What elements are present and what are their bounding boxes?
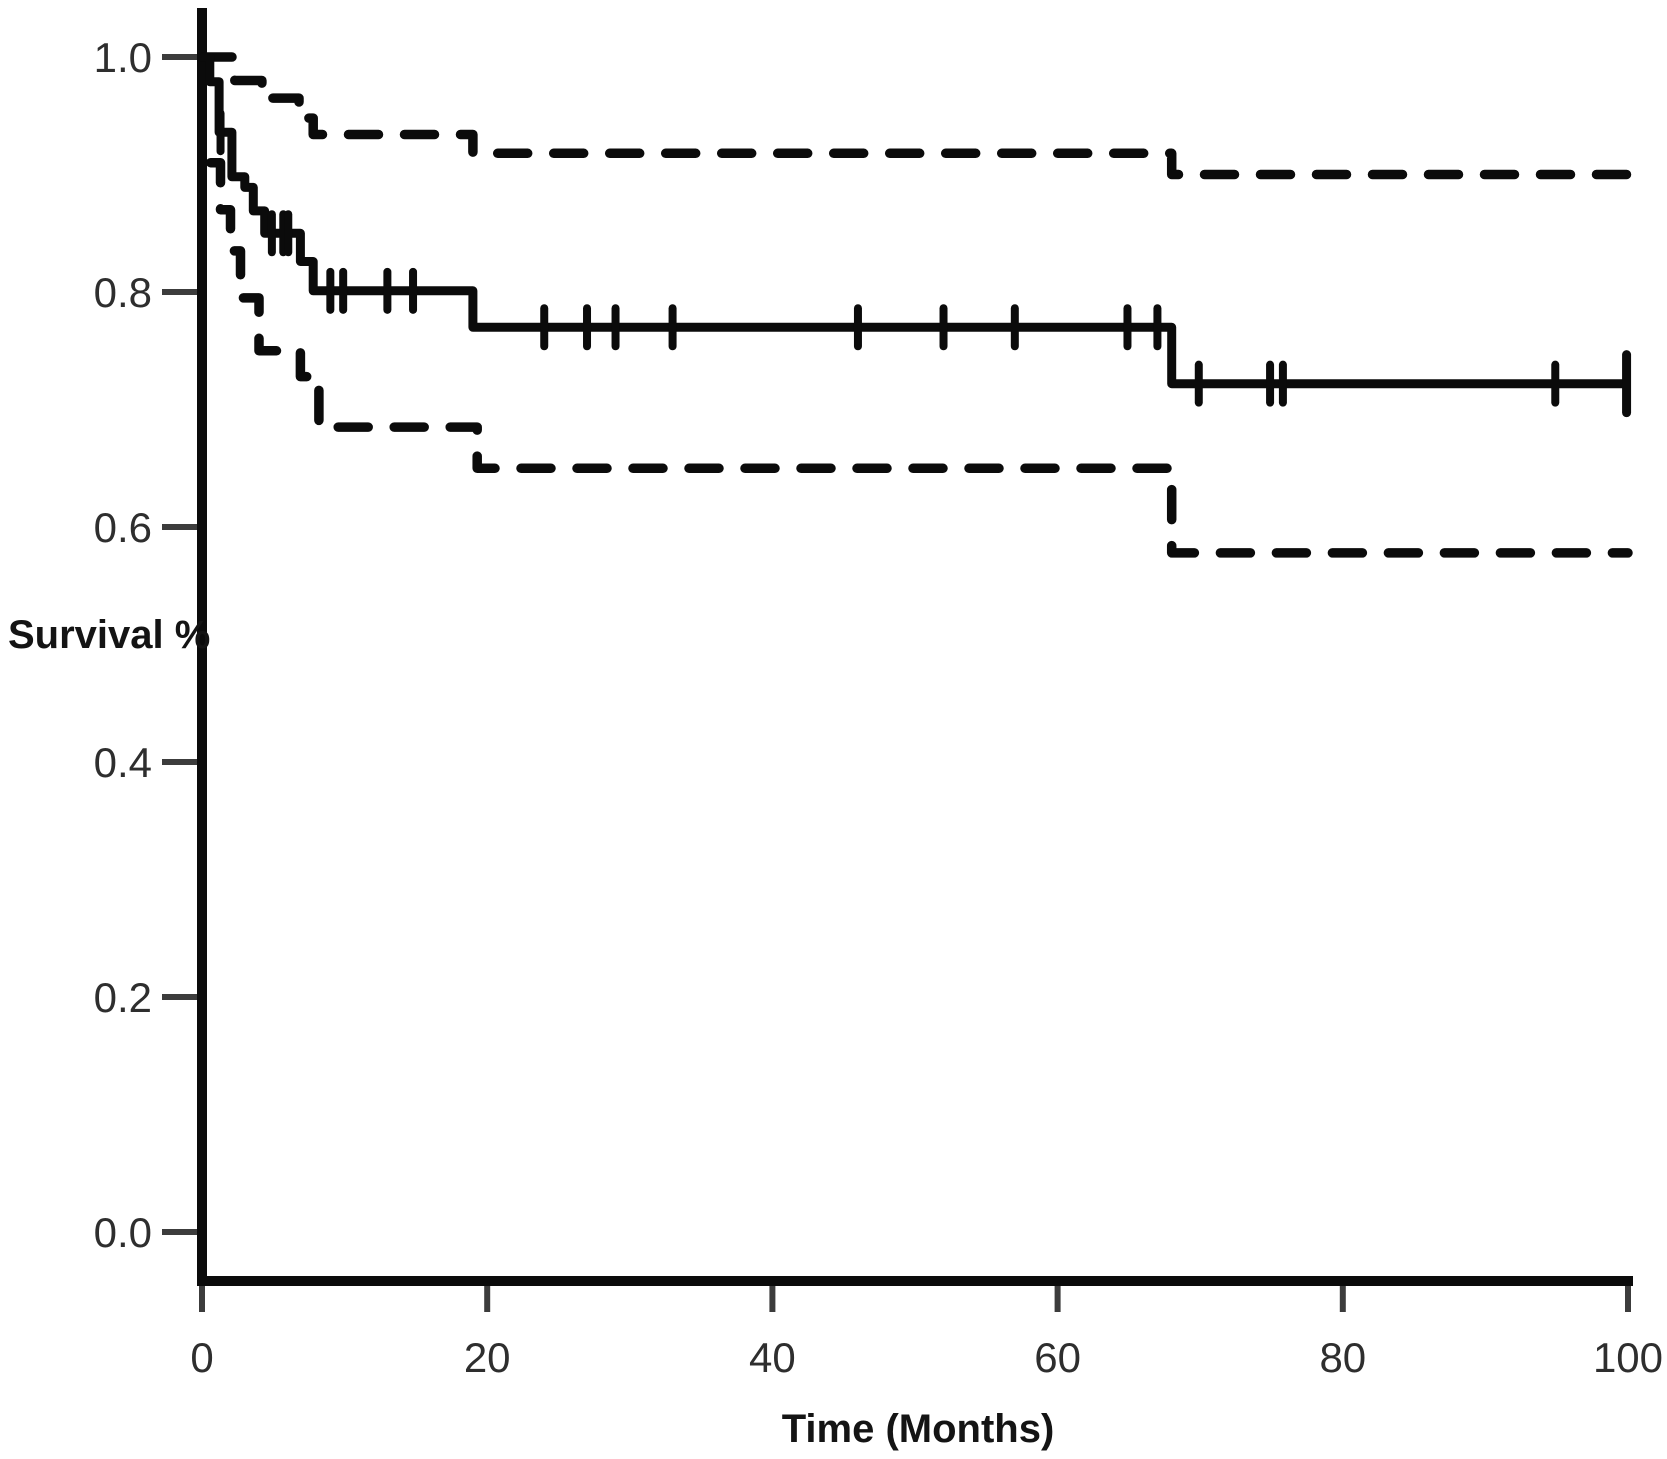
x-tick-label: 0: [190, 1334, 213, 1381]
x-tick-label: 80: [1319, 1334, 1366, 1381]
y-axis: 1.0 0.8 0.6 0.4 0.2 0.0: [94, 8, 207, 1286]
y-tick-label: 0.4: [94, 739, 152, 786]
y-tick-label: 0.0: [94, 1209, 152, 1256]
x-axis: 0 20 40 60 80 100: [190, 1276, 1663, 1381]
lower-ci-curve: [205, 157, 1633, 558]
censor-marks: [216, 109, 1632, 418]
x-tick-label: 60: [1034, 1334, 1081, 1381]
y-tick-label: 0.8: [94, 269, 152, 316]
x-tick-label: 100: [1593, 1334, 1663, 1381]
y-tick-label: 1.0: [94, 34, 152, 81]
upper-ci-curve: [197, 52, 1633, 180]
y-tick-labels: 1.0 0.8 0.6 0.4 0.2 0.0: [94, 34, 152, 1256]
x-axis-title: Time (Months): [782, 1407, 1055, 1451]
x-tick-label: 20: [464, 1334, 511, 1381]
x-tick-labels: 0 20 40 60 80 100: [190, 1334, 1663, 1381]
y-tick-marks: [162, 54, 197, 1235]
y-tick-label: 0.6: [94, 504, 152, 551]
y-tick-label: 0.2: [94, 974, 152, 1021]
x-tick-marks: [199, 1286, 1631, 1312]
survival-curve: [202, 52, 1628, 389]
x-tick-label: 40: [749, 1334, 796, 1381]
y-axis-title: Survival %: [8, 613, 210, 657]
